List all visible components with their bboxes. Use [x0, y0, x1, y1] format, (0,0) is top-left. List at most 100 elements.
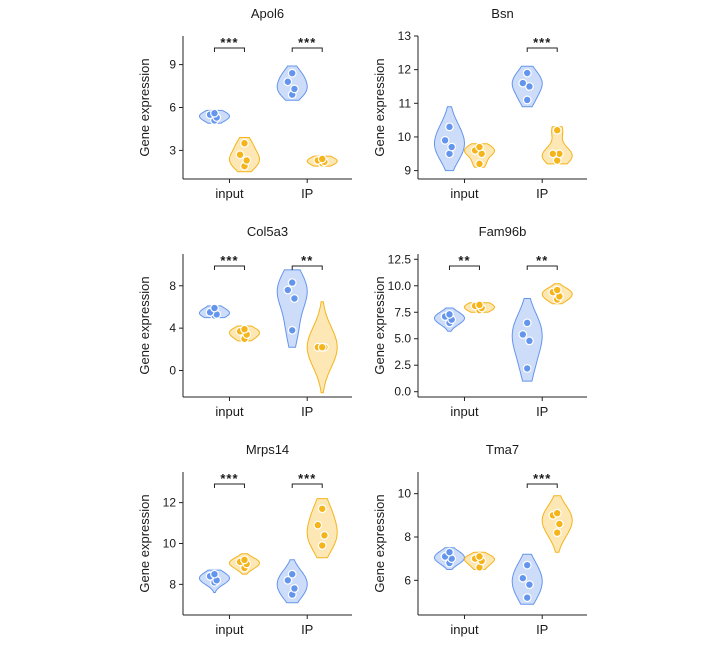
data-point [475, 300, 484, 310]
data-point [242, 156, 252, 165]
data-point [522, 318, 532, 328]
data-point [290, 84, 299, 94]
data-point [552, 285, 562, 295]
data-point [287, 278, 297, 288]
data-point [475, 552, 484, 561]
x-tick-label: IP [301, 404, 313, 419]
data-point [440, 135, 450, 145]
significance-bracket [448, 265, 480, 270]
significance-bracket [526, 265, 558, 270]
data-point [240, 555, 249, 565]
y-axis-label: Gene expression [137, 58, 152, 156]
violin-input-series [434, 106, 466, 172]
significance-bracket [291, 483, 323, 488]
significance-label: *** [298, 471, 316, 486]
data-point [210, 569, 219, 579]
data-point [548, 149, 558, 159]
panel-title: Bsn [491, 6, 513, 21]
panel-apol6: Apol6 Gene expression 3 6 9 input IP *** *** [137, 6, 352, 201]
significance-bracket [213, 265, 245, 270]
y-tick-label: 10 [398, 487, 412, 501]
data-point [283, 575, 293, 585]
data-point [317, 541, 327, 550]
significance-label: *** [298, 35, 316, 50]
panel-mrps14: Mrps14 Gene expression 8 10 12 input IP *** *** [137, 442, 352, 637]
data-point [522, 95, 532, 105]
data-point [518, 573, 528, 583]
violin-input-series [511, 553, 543, 605]
y-tick-label: 8 [404, 530, 411, 544]
violin-input-series [276, 65, 308, 101]
y-tick-label: 4 [169, 321, 176, 335]
y-tick-label: 8 [169, 577, 176, 591]
y-tick-label: 9 [404, 164, 411, 178]
significance-bracket [213, 47, 245, 52]
data-point [522, 364, 532, 373]
data-point [320, 530, 329, 540]
data-point [552, 508, 562, 518]
y-tick-label: 2.5 [394, 358, 411, 372]
y-tick-label: 7.5 [394, 305, 411, 319]
y-tick-label: 10.0 [388, 279, 412, 293]
significance-bracket [213, 483, 245, 488]
data-point [522, 560, 532, 570]
data-point [240, 138, 249, 148]
y-tick-label: 12 [398, 63, 412, 77]
y-tick-label: 6 [169, 101, 176, 115]
x-tick-label: IP [536, 622, 548, 637]
significance-label: *** [533, 471, 551, 486]
data-point [283, 285, 293, 295]
significance-label: *** [220, 253, 238, 268]
data-point [235, 150, 245, 160]
data-point [522, 593, 532, 603]
data-point [317, 154, 327, 164]
data-point [447, 142, 457, 152]
data-point [445, 547, 454, 557]
violin-ip-series [229, 137, 260, 173]
significance-label: *** [220, 35, 238, 50]
significance-bracket [291, 265, 323, 270]
data-point [287, 68, 297, 78]
violin-input-series [276, 559, 308, 604]
data-point [290, 294, 299, 303]
panel-title: Col5a3 [247, 224, 288, 239]
y-axis-label: Gene expression [137, 276, 152, 374]
data-point [317, 504, 327, 514]
x-tick-label: IP [536, 404, 548, 419]
x-tick-label: input [450, 186, 479, 201]
data-point [290, 584, 299, 593]
x-tick-label: IP [301, 186, 313, 201]
significance-bracket [291, 47, 323, 52]
y-tick-label: 3 [169, 143, 176, 157]
data-point [445, 309, 454, 319]
x-tick-label: input [450, 622, 479, 637]
panel-title: Tma7 [486, 442, 519, 457]
panel-title: Mrps14 [246, 442, 289, 457]
significance-label: ** [536, 253, 548, 268]
data-point [287, 569, 297, 579]
y-tick-label: 8 [169, 279, 176, 293]
data-point [317, 342, 327, 352]
panel-tma7: Tma7 Gene expression 6 8 10 input IP *** [372, 442, 587, 637]
y-tick-label: 0.0 [394, 385, 411, 399]
y-tick-label: 6 [404, 573, 411, 587]
significance-label: ** [301, 253, 313, 268]
data-point [518, 330, 528, 339]
panel-bsn: Bsn Gene expression 9 10 11 12 13 input IP *** [372, 6, 587, 201]
y-axis-label: Gene expression [137, 494, 152, 592]
data-point [210, 108, 219, 118]
x-tick-label: IP [301, 622, 313, 637]
significance-label: *** [533, 35, 551, 50]
data-point [552, 528, 562, 538]
data-point [313, 520, 323, 530]
data-point [552, 125, 562, 135]
violin-ip-series [306, 498, 338, 559]
y-tick-label: 10 [398, 130, 412, 144]
panel-fam96b: Fam96b Gene expression 0.0 2.5 5.0 7.5 10.0 12.… [372, 224, 587, 419]
data-point [518, 78, 528, 88]
data-point [522, 68, 532, 78]
data-point [555, 519, 564, 529]
data-point [445, 122, 454, 132]
